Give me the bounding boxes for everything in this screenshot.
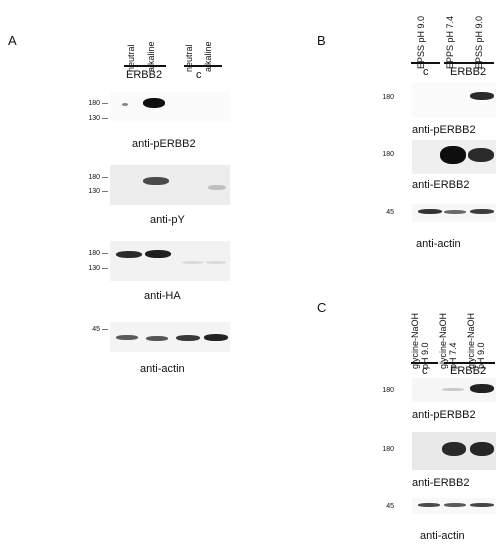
mw-marker: 45 [386,209,394,216]
blot-band [470,442,494,456]
blot-band [145,250,171,258]
mw-marker: 180 [88,100,100,107]
blot-band [468,148,494,162]
blot-c-perbb2 [412,378,496,402]
blot-caption: anti-actin [420,530,465,542]
blot-a-ha [110,241,230,281]
mw-tick [102,268,108,269]
mw-marker: 180 [382,94,394,101]
mw-marker: 130 [88,188,100,195]
blot-caption: anti-pERBB2 [412,124,476,136]
blot-caption: anti-pERBB2 [412,409,476,421]
blot-caption: anti-actin [140,363,185,375]
group-label-control: c [423,66,429,78]
lane-label: glycine-NaOH [466,312,476,369]
blot-band [116,335,138,340]
blot-caption: anti-ERBB2 [412,179,470,191]
blot-band [442,388,464,391]
mw-marker: 130 [88,265,100,272]
lane-label: alkaline [203,41,213,72]
blot-a-actin [110,322,230,352]
lane-label: alkaline [146,41,156,72]
blot-caption: anti-HA [144,290,181,302]
mw-tick [102,118,108,119]
blot-band [470,503,494,507]
blot-band [204,334,228,341]
panel-letter-a: A [8,33,17,48]
group-label-erbb2: ERBB2 [126,69,163,81]
blot-caption: anti-ERBB2 [412,477,470,489]
blot-b-perbb2 [412,82,496,118]
panel-letter-b: B [317,33,326,48]
blot-band [470,209,494,214]
group-bar [444,62,494,64]
group-bar [411,362,438,364]
blot-a-py [110,165,230,205]
blot-band [444,503,466,507]
mw-marker: 180 [88,250,100,257]
blot-band [182,261,204,264]
mw-marker: 180 [88,174,100,181]
blot-band [470,92,494,100]
group-bar [184,65,222,67]
mw-marker: 180 [382,151,394,158]
blot-band [176,335,200,341]
mw-marker: 180 [382,446,394,453]
blot-band [470,384,494,393]
group-label-erbb2: ERBB2 [450,66,487,78]
blot-band [146,336,168,341]
group-label-erbb2: ERBB2 [450,365,487,377]
blot-band [440,146,466,164]
mw-marker: 45 [386,503,394,510]
lane-label: glycine-NaOH [438,312,448,369]
mw-marker: 45 [92,326,100,333]
mw-tick [102,253,108,254]
blot-caption: anti-actin [416,238,461,250]
mw-tick [102,191,108,192]
group-bar [444,362,495,364]
blot-band [122,103,128,106]
blot-caption: anti-pERBB2 [132,138,196,150]
blot-a-perbb2 [110,92,230,122]
blot-band [206,261,226,264]
blot-band [444,210,466,214]
panel-letter-c: C [317,300,327,315]
mw-marker: 180 [382,387,394,394]
blot-caption: anti-pY [150,214,185,226]
mw-tick [102,329,108,330]
blot-c-erbb2 [412,432,496,470]
blot-band [418,209,442,214]
group-bar [124,65,166,67]
blot-c-actin [412,498,496,514]
lane-label: neutral [184,44,194,72]
group-label-control: c [422,365,428,377]
lane-label: glycine-NaOH [410,312,420,369]
group-label-control: c [196,69,202,81]
mw-tick [102,103,108,104]
mw-marker: 130 [88,115,100,122]
blot-band [442,442,466,456]
blot-band [418,503,440,507]
blot-band [143,177,169,185]
blot-b-erbb2 [412,140,496,174]
lane-label: neutral [126,44,136,72]
blot-band [143,98,165,108]
blot-b-actin [412,204,496,222]
mw-tick [102,177,108,178]
group-bar [411,62,440,64]
blot-band [116,251,142,258]
blot-band [208,185,226,190]
